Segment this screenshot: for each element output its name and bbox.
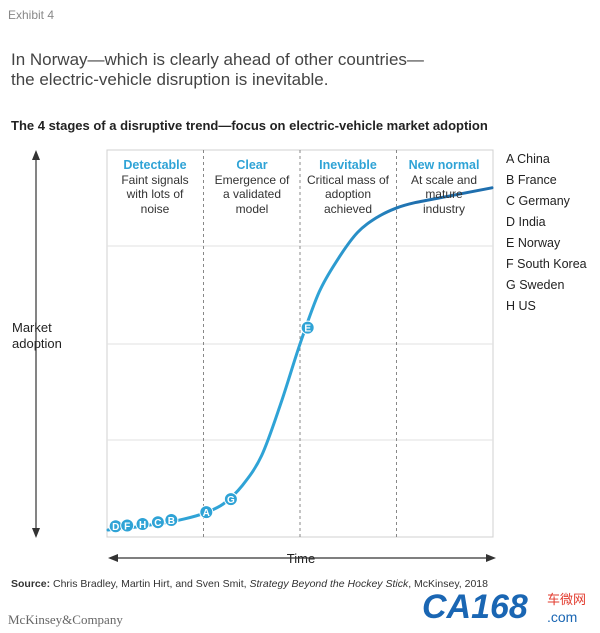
legend-code: H: [506, 299, 516, 313]
country-point-e: E: [300, 320, 315, 335]
stage-new-normal: New normal At scale and mature industry: [396, 158, 492, 216]
country-point-d: D: [108, 519, 123, 534]
legend-item-d: D India: [506, 215, 546, 229]
country-points: D F H C B A G E: [108, 320, 315, 534]
point-marker: [223, 492, 238, 507]
country-point-g: G: [223, 492, 238, 507]
legend-item-h: H US: [506, 299, 536, 313]
point-label: G: [227, 495, 235, 506]
legend-item-f: F South Korea: [506, 257, 587, 271]
legend-code: F: [506, 257, 514, 271]
legend-item-c: C Germany: [506, 194, 570, 208]
source-prefix: Source:: [11, 578, 51, 590]
legend-item-a: A China: [506, 152, 550, 166]
country-point-h: H: [135, 517, 150, 532]
country-point-f: F: [120, 518, 135, 533]
source-note: Source: Chris Bradley, Martin Hirt, and …: [11, 578, 488, 590]
stage-new-normal-title: New normal: [408, 158, 480, 172]
y-axis-label: Market adoption: [12, 320, 62, 352]
legend-item-e: E Norway: [506, 236, 560, 250]
legend-country: China: [517, 152, 550, 166]
legend-country: US: [518, 299, 536, 313]
y-axis-label-line-1: Market: [12, 320, 52, 335]
mckinsey-logo: McKinsey&Company: [8, 612, 123, 627]
point-label: A: [203, 508, 210, 519]
legend-code: D: [506, 215, 516, 229]
legend-code: B: [506, 173, 515, 187]
legend-country: India: [518, 215, 546, 229]
y-axis-arrow-down-icon: [32, 528, 40, 538]
stage-inevitable-title: Inevitable: [319, 158, 377, 172]
point-marker: [199, 505, 214, 520]
y-axis-arrow-up-icon: [32, 150, 40, 160]
stage-new-normal-description: At scale and mature industry: [410, 172, 478, 216]
point-marker: [150, 515, 165, 530]
legend-country: Germany: [518, 194, 570, 208]
watermark-suffix-text: .com: [547, 609, 577, 625]
legend-item-g: G Sweden: [506, 278, 564, 292]
source-authors: Chris Bradley, Martin Hirt, and Sven Smi…: [50, 578, 250, 590]
point-label: H: [139, 520, 146, 531]
country-point-c: C: [150, 515, 165, 530]
adoption-curve: [106, 186, 494, 532]
stage-clear-title: Clear: [236, 158, 268, 172]
point-marker: [300, 320, 315, 335]
legend-country: Sweden: [519, 278, 565, 292]
source-book-title: Strategy Beyond the Hockey Stick: [249, 578, 409, 590]
chart-axes: [32, 150, 496, 562]
point-label: F: [124, 521, 130, 532]
stage-detectable-description: Faint signals with lots of noise: [121, 172, 189, 216]
legend-item-b: B France: [506, 173, 557, 187]
point-marker: [164, 512, 179, 527]
stage-clear: Clear Emergence of a validated model: [204, 158, 300, 216]
stage-clear-description: Emergence of a validated model: [214, 172, 290, 216]
source-suffix: , McKinsey, 2018: [408, 578, 488, 590]
headline-line-1: In Norway—which is clearly ahead of othe…: [11, 50, 424, 69]
ca168-watermark-logo: CA168 车微网 .com: [422, 588, 586, 626]
legend-country: France: [517, 173, 557, 187]
point-label: B: [168, 516, 175, 527]
legend-code: G: [506, 278, 516, 292]
point-label: D: [112, 522, 119, 533]
legend-code: A: [506, 152, 514, 166]
legend-code: C: [506, 194, 516, 208]
stage-inevitable-description: Critical mass of adoption achieved: [306, 172, 389, 216]
country-point-b: B: [164, 512, 179, 527]
legend-code: E: [506, 236, 515, 250]
legend-country: Norway: [517, 236, 561, 250]
country-point-a: A: [199, 505, 214, 520]
watermark-logo-text: CA168: [422, 588, 528, 626]
exhibit-label: Exhibit 4: [8, 8, 55, 22]
chart-subtitle: The 4 stages of a disruptive trend—focus…: [11, 118, 488, 133]
y-axis-label-line-2: adoption: [12, 336, 62, 351]
point-marker: [120, 518, 135, 533]
headline-line-2: the electric-vehicle disruption is inevi…: [11, 70, 329, 89]
stage-inevitable: Inevitable Critical mass of adoption ach…: [300, 158, 396, 216]
watermark-side-text: 车微网: [547, 592, 586, 608]
x-axis-arrow-left-icon: [108, 554, 118, 562]
legend-country: South Korea: [517, 257, 587, 271]
point-label: C: [154, 518, 161, 529]
stage-detectable-title: Detectable: [123, 158, 187, 172]
stage-detectable: Detectable Faint signals with lots of no…: [107, 158, 203, 216]
point-marker: [135, 517, 150, 532]
point-label: E: [304, 323, 311, 334]
x-axis-arrow-right-icon: [486, 554, 496, 562]
